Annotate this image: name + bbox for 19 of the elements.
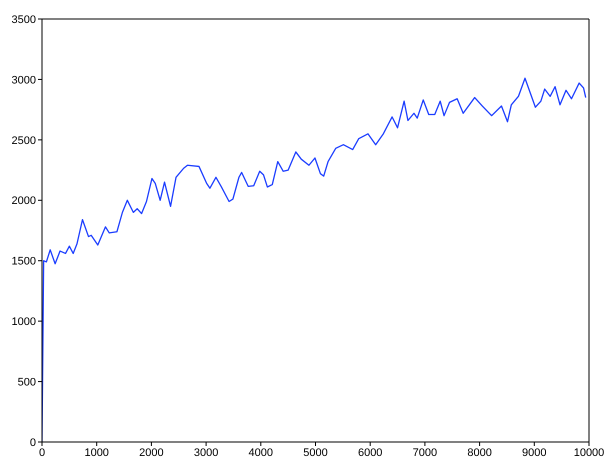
x-tick-label: 7000 bbox=[412, 446, 438, 459]
x-tick-label: 9000 bbox=[522, 446, 547, 459]
y-tick-label: 2000 bbox=[12, 195, 36, 208]
x-tick-label: 5000 bbox=[303, 446, 328, 459]
y-tick-label: 2500 bbox=[12, 134, 36, 147]
x-tick-label: 4000 bbox=[248, 446, 274, 459]
y-tick-label: 500 bbox=[18, 376, 36, 388]
x-tick-label: 6000 bbox=[358, 446, 382, 459]
x-tick-label: 1000 bbox=[84, 446, 109, 459]
x-tick-label: 2000 bbox=[139, 446, 164, 459]
x-tick-label: 3000 bbox=[194, 446, 218, 459]
y-tick-label: 0 bbox=[30, 436, 36, 449]
x-tick-label: 8000 bbox=[467, 446, 492, 459]
y-tick-label: 3500 bbox=[12, 14, 36, 26]
y-tick-label: 3000 bbox=[12, 74, 36, 86]
x-tick-label: 10000 bbox=[574, 446, 604, 459]
y-tick-label: 1000 bbox=[12, 316, 36, 328]
x-tick-label: 0 bbox=[38, 446, 46, 459]
y-tick-label: 1500 bbox=[12, 256, 36, 268]
